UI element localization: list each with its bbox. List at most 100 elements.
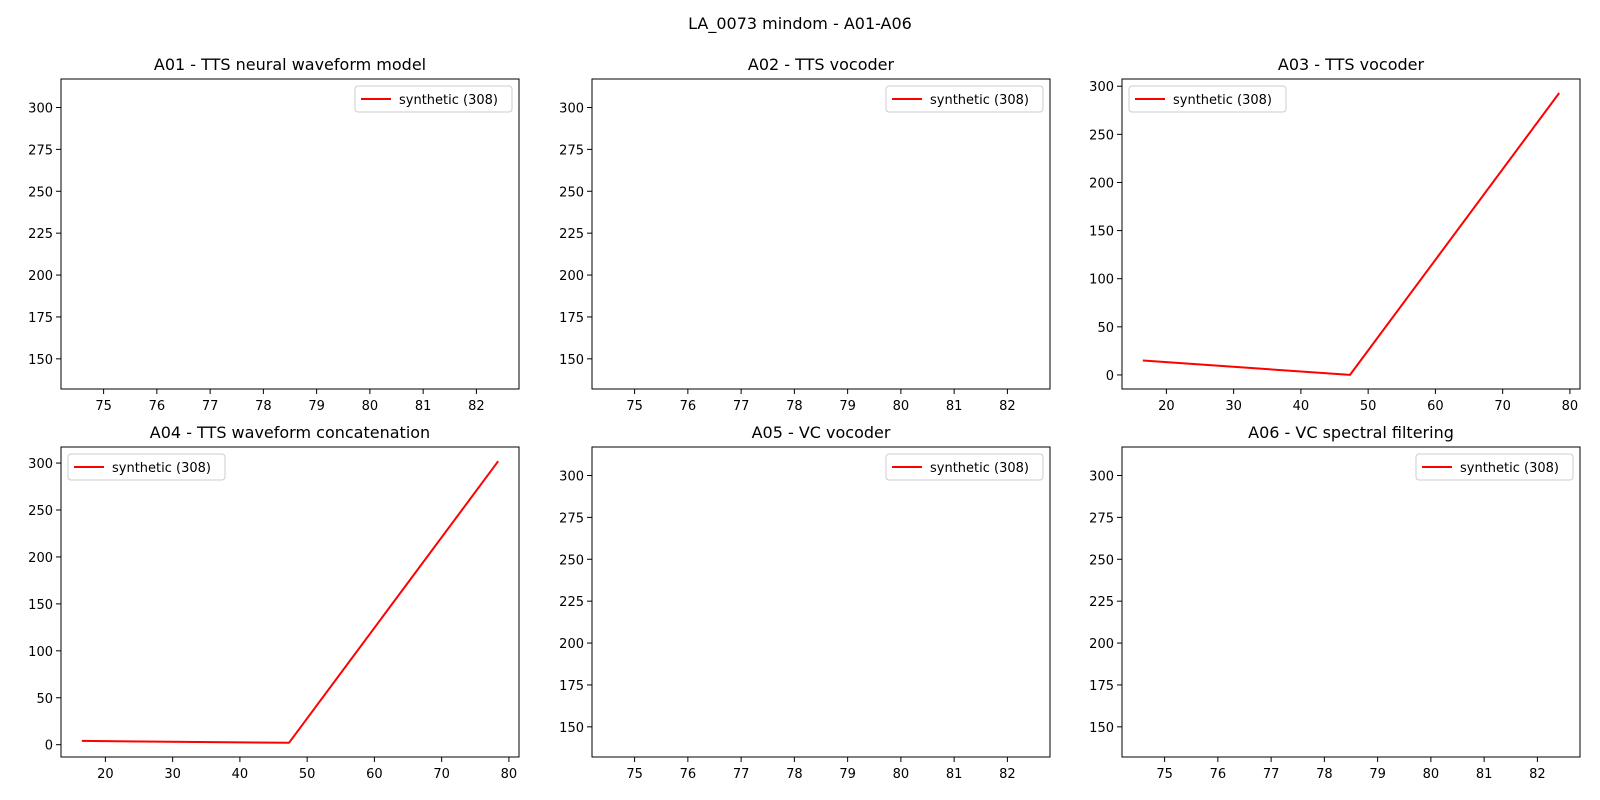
x-tick-label: 82: [468, 399, 485, 414]
x-tick-label: 80: [893, 767, 910, 782]
y-tick-label: 150: [28, 598, 53, 613]
y-tick-label: 300: [559, 101, 584, 116]
x-tick-label: 75: [626, 767, 643, 782]
x-tick-label: 82: [999, 767, 1016, 782]
y-tick-label: 250: [559, 553, 584, 568]
subplot-5: A05 - VC vocoder 75 76 77 78 79 80 81 82 150 175 20…: [559, 423, 1051, 782]
legend-label: synthetic (308): [1173, 93, 1272, 108]
y-tick-label: 275: [559, 511, 584, 526]
y-tick-label: 150: [559, 353, 584, 368]
y-tick-label: 150: [28, 353, 53, 368]
legend-label: synthetic (308): [930, 461, 1029, 476]
legend-label: synthetic (308): [930, 93, 1029, 108]
y-tick-label: 250: [1089, 553, 1114, 568]
x-tick-label: 70: [433, 767, 450, 782]
x-tick-label: 79: [308, 399, 325, 414]
x-tick-label: 40: [1293, 399, 1310, 414]
x-tick-label: 82: [1529, 767, 1546, 782]
x-tick-label: 76: [149, 399, 166, 414]
subplot-title: A02 - TTS vocoder: [748, 55, 895, 74]
y-tick-label: 300: [28, 457, 53, 472]
y-tick-label: 200: [1089, 176, 1114, 191]
figure-suptitle: LA_0073 mindom - A01-A06: [688, 14, 912, 34]
x-tick-label: 80: [1423, 767, 1440, 782]
y-tick-label: 275: [28, 143, 53, 158]
x-tick-label: 40: [232, 767, 249, 782]
y-tick-label: 150: [559, 721, 584, 736]
y-tick-label: 225: [559, 595, 584, 610]
subplot-title: A04 - TTS waveform concatenation: [150, 423, 430, 442]
legend-frame: [885, 453, 1044, 481]
legend-frame: [354, 85, 513, 113]
series-line: [1142, 92, 1561, 376]
axes-frame: [591, 78, 1051, 390]
x-tick-label: 75: [1156, 767, 1173, 782]
legend: synthetic (308): [354, 85, 513, 113]
legend-frame: [1415, 453, 1574, 481]
y-tick-label: 50: [1097, 321, 1114, 336]
x-tick-label: 50: [1360, 399, 1377, 414]
x-tick-label: 20: [1158, 399, 1175, 414]
x-tick-label: 60: [366, 767, 383, 782]
x-tick-label: 76: [680, 399, 697, 414]
x-tick-label: 76: [680, 767, 697, 782]
y-tick-label: 200: [28, 269, 53, 284]
y-tick-label: 225: [28, 227, 53, 242]
legend: synthetic (308): [885, 85, 1044, 113]
legend: synthetic (308): [1415, 453, 1574, 481]
y-tick-label: 200: [28, 551, 53, 566]
y-tick-label: 275: [559, 143, 584, 158]
y-tick-label: 200: [1089, 637, 1114, 652]
x-tick-label: 81: [946, 767, 963, 782]
x-tick-label: 80: [362, 399, 379, 414]
y-tick-label: 275: [1089, 511, 1114, 526]
subplot-title: A01 - TTS neural waveform model: [154, 55, 426, 74]
subplot-2: A02 - TTS vocoder 75 76 77 78 79 80 81 82 150 175 2…: [559, 55, 1051, 414]
subplot-title: A06 - VC spectral filtering: [1248, 423, 1454, 442]
subplot-1: A01 - TTS neural waveform model 75 76 77 78 7…: [28, 55, 520, 414]
x-tick-label: 80: [501, 767, 518, 782]
y-tick-label: 100: [1089, 273, 1114, 288]
y-tick-label: 250: [559, 185, 584, 200]
legend-label: synthetic (308): [399, 93, 498, 108]
legend-frame: [67, 453, 226, 481]
y-tick-label: 200: [559, 637, 584, 652]
x-tick-label: 81: [1476, 767, 1493, 782]
legend: synthetic (308): [67, 453, 226, 481]
series-line: [81, 460, 500, 744]
y-tick-label: 175: [559, 311, 584, 326]
y-tick-label: 150: [1089, 225, 1114, 240]
x-tick-label: 80: [893, 399, 910, 414]
x-tick-label: 81: [946, 399, 963, 414]
x-tick-label: 30: [1225, 399, 1242, 414]
y-tick-label: 150: [1089, 721, 1114, 736]
x-tick-label: 77: [733, 399, 750, 414]
x-tick-label: 20: [97, 767, 114, 782]
x-tick-label: 79: [839, 767, 856, 782]
y-tick-label: 200: [559, 269, 584, 284]
subplot-title: A05 - VC vocoder: [752, 423, 891, 442]
legend: synthetic (308): [1128, 85, 1287, 113]
x-tick-label: 76: [1210, 767, 1227, 782]
legend: synthetic (308): [885, 453, 1044, 481]
subplot-6: A06 - VC spectral filtering 75 76 77 78 79 80 8…: [1089, 423, 1581, 782]
y-tick-label: 0: [45, 739, 53, 754]
x-tick-label: 78: [255, 399, 272, 414]
legend-frame: [1128, 85, 1287, 113]
y-tick-label: 225: [559, 227, 584, 242]
x-tick-label: 50: [299, 767, 316, 782]
y-tick-label: 250: [1089, 128, 1114, 143]
y-tick-label: 50: [36, 692, 53, 707]
x-tick-label: 82: [999, 399, 1016, 414]
x-tick-label: 79: [1369, 767, 1386, 782]
x-tick-label: 70: [1494, 399, 1511, 414]
subplots: A01 - TTS neural waveform model 75 76 77 78 7…: [28, 55, 1581, 782]
axes-frame: [591, 446, 1051, 758]
subplot-title: A03 - TTS vocoder: [1278, 55, 1425, 74]
subplot-3: A03 - TTS vocoder 20 30 40 50 60 70 80 0 50 100 150…: [1089, 55, 1581, 414]
x-tick-label: 78: [786, 767, 803, 782]
y-tick-label: 175: [28, 311, 53, 326]
legend-label: synthetic (308): [112, 461, 211, 476]
axes-frame: [60, 446, 520, 758]
y-tick-label: 300: [1089, 469, 1114, 484]
